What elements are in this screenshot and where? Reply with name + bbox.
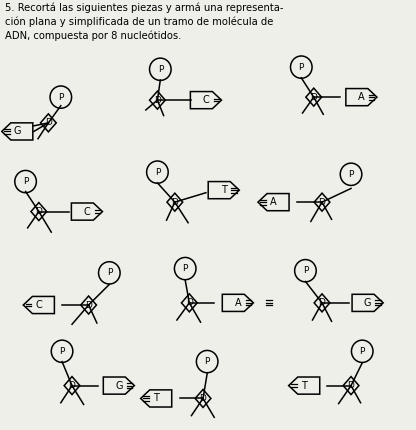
Text: D: D xyxy=(348,381,354,390)
Text: A: A xyxy=(358,92,365,102)
Text: D: D xyxy=(35,207,42,216)
Text: G: G xyxy=(115,381,123,390)
Text: D: D xyxy=(45,118,52,127)
Text: P: P xyxy=(155,168,160,177)
Text: P: P xyxy=(183,264,188,273)
Text: P: P xyxy=(59,347,65,356)
Text: T: T xyxy=(221,185,227,195)
Text: P: P xyxy=(106,268,112,277)
Text: P: P xyxy=(299,63,304,72)
Text: A: A xyxy=(270,197,277,207)
Text: T: T xyxy=(153,393,159,403)
Text: D: D xyxy=(85,301,92,310)
Text: D: D xyxy=(186,298,193,307)
Text: D: D xyxy=(319,298,325,307)
Text: G: G xyxy=(364,298,371,308)
Text: D: D xyxy=(154,95,161,104)
Text: P: P xyxy=(359,347,365,356)
Text: P: P xyxy=(205,357,210,366)
Text: P: P xyxy=(158,65,163,74)
Text: P: P xyxy=(348,170,354,179)
Text: D: D xyxy=(319,198,325,207)
Text: A: A xyxy=(235,298,241,308)
Text: 5. Recortá las siguientes piezas y armá una representa-
ción plana y simplificad: 5. Recortá las siguientes piezas y armá … xyxy=(5,3,283,41)
Text: C: C xyxy=(84,206,90,217)
Text: D: D xyxy=(310,92,317,101)
Text: D: D xyxy=(200,394,206,403)
Text: D: D xyxy=(171,198,178,207)
Text: C: C xyxy=(203,95,209,105)
Text: P: P xyxy=(303,266,308,275)
Text: P: P xyxy=(58,92,64,101)
Text: P: P xyxy=(23,177,28,186)
Text: C: C xyxy=(35,300,42,310)
Text: G: G xyxy=(14,126,21,136)
Text: D: D xyxy=(69,381,75,390)
Text: T: T xyxy=(301,381,307,390)
